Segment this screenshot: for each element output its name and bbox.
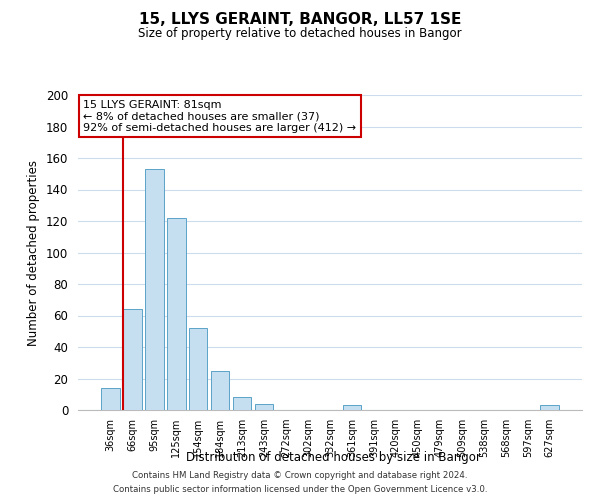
Text: 15 LLYS GERAINT: 81sqm
← 8% of detached houses are smaller (37)
92% of semi-deta: 15 LLYS GERAINT: 81sqm ← 8% of detached …	[83, 100, 356, 133]
Bar	[167, 218, 185, 410]
Bar	[101, 388, 119, 410]
Text: 15, LLYS GERAINT, BANGOR, LL57 1SE: 15, LLYS GERAINT, BANGOR, LL57 1SE	[139, 12, 461, 28]
Bar	[343, 406, 361, 410]
Bar	[233, 398, 251, 410]
Bar	[211, 370, 229, 410]
Bar	[145, 169, 164, 410]
Text: Size of property relative to detached houses in Bangor: Size of property relative to detached ho…	[138, 28, 462, 40]
Text: Distribution of detached houses by size in Bangor: Distribution of detached houses by size …	[185, 451, 481, 464]
Y-axis label: Number of detached properties: Number of detached properties	[28, 160, 40, 346]
Bar	[541, 406, 559, 410]
Bar	[255, 404, 274, 410]
Bar	[123, 309, 142, 410]
Bar	[189, 328, 208, 410]
Text: Contains public sector information licensed under the Open Government Licence v3: Contains public sector information licen…	[113, 484, 487, 494]
Text: Contains HM Land Registry data © Crown copyright and database right 2024.: Contains HM Land Registry data © Crown c…	[132, 472, 468, 480]
